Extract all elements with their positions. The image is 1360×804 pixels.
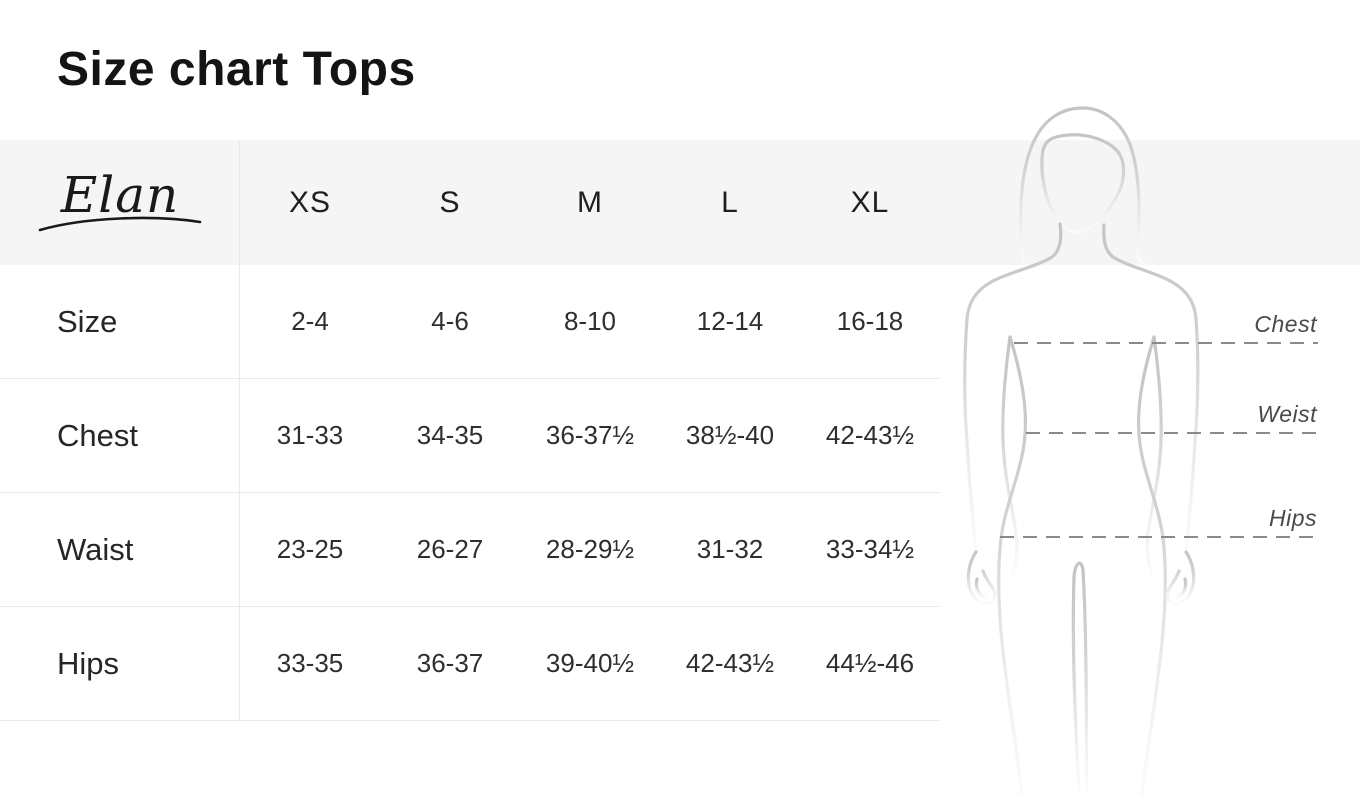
figure-right-inner-arm <box>1145 335 1163 576</box>
hips-value-xs: 33-35 <box>240 607 380 721</box>
brand-logo-text: Elan <box>59 166 179 224</box>
chest-value-xs: 31-33 <box>240 379 380 493</box>
size-chart-table: Elan XS S M L XL Size 2-4 4-6 8-10 12-14… <box>0 140 941 721</box>
figure-left-hand <box>966 550 997 606</box>
figure-right-hand-curl <box>1175 577 1188 599</box>
waist-measure-label: Weist <box>1257 401 1317 427</box>
column-header-xl: XL <box>850 185 890 219</box>
brand-logo-underline <box>38 216 201 232</box>
chest-value-xl: 42-43½ <box>800 379 940 493</box>
waist-value-m: 28-29½ <box>520 493 660 607</box>
figure-right-torso-leg <box>1137 335 1167 796</box>
figure-right-arm-outline <box>1102 223 1200 554</box>
column-header-xs: XS <box>288 185 332 219</box>
size-value-l: 12-14 <box>660 265 800 379</box>
chest-value-l: 38½-40 <box>660 379 800 493</box>
chest-value-s: 34-35 <box>380 379 520 493</box>
row-label-size: Size <box>0 265 240 379</box>
size-value-s: 4-6 <box>380 265 520 379</box>
row-label-hips: Hips <box>0 607 240 721</box>
chest-measure-label: Chest <box>1254 311 1317 337</box>
measurement-figure-panel: Chest Weist Hips <box>940 100 1360 804</box>
page-title: Size chart Tops <box>57 43 416 96</box>
waist-value-l: 31-32 <box>660 493 800 607</box>
figure-inner-leg-left <box>1071 575 1081 792</box>
waist-value-xs: 23-25 <box>240 493 380 607</box>
hips-measure-label: Hips <box>1268 505 1317 531</box>
figure-hair-outline <box>1019 106 1147 266</box>
figure-right-hand <box>1165 550 1196 606</box>
brand-logo: Elan <box>0 140 240 265</box>
column-header-l: L <box>721 185 739 219</box>
brand-logo-signature: Elan <box>38 166 201 232</box>
figure-left-arm-outline <box>963 222 1063 554</box>
figure-left-inner-arm <box>1001 335 1019 576</box>
hips-value-s: 36-37 <box>380 607 520 721</box>
figure-left-torso-leg <box>997 335 1027 796</box>
column-header-m: M <box>577 185 603 219</box>
body-silhouette-illustration <box>963 106 1318 796</box>
column-header-s: S <box>439 185 461 219</box>
size-value-xl: 16-18 <box>800 265 940 379</box>
row-label-chest: Chest <box>0 379 240 493</box>
size-value-m: 8-10 <box>520 265 660 379</box>
figure-inner-leg-right <box>1072 561 1089 792</box>
figure-face-outline <box>1040 133 1126 234</box>
row-label-waist: Waist <box>0 493 240 607</box>
hips-value-l: 42-43½ <box>660 607 800 721</box>
figure-left-hand-curl <box>974 577 987 599</box>
waist-value-xl: 33-34½ <box>800 493 940 607</box>
hips-value-m: 39-40½ <box>520 607 660 721</box>
size-value-xs: 2-4 <box>240 265 380 379</box>
waist-value-s: 26-27 <box>380 493 520 607</box>
hips-value-xl: 44½-46 <box>800 607 940 721</box>
chest-value-m: 36-37½ <box>520 379 660 493</box>
